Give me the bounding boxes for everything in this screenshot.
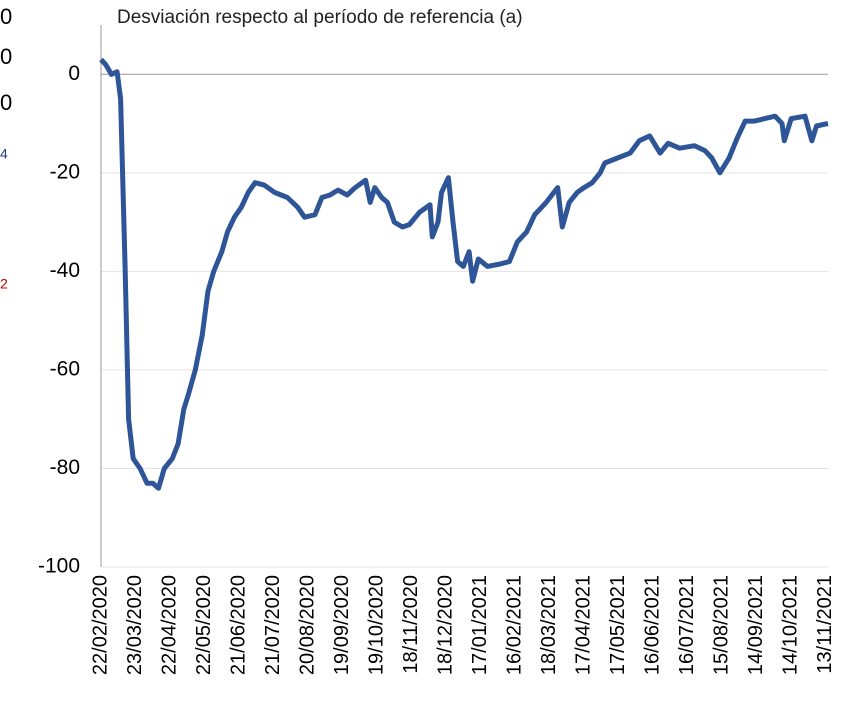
cut-off-text: 2	[0, 276, 8, 292]
y-tick-label: -40	[50, 259, 80, 282]
y-tick-label: -60	[50, 357, 80, 380]
x-tick-label: 16/06/2021	[641, 575, 663, 675]
x-tick-label: 22/05/2020	[193, 575, 215, 675]
x-tick-label: 20/08/2020	[296, 575, 318, 675]
x-tick-label: 18/11/2020	[400, 575, 422, 674]
x-tick-label: 13/11/2021	[814, 575, 836, 674]
chart-title: Desviación respecto al período de refere…	[117, 7, 523, 28]
cut-off-text: 0	[0, 90, 12, 115]
x-tick-label: 14/09/2021	[745, 575, 767, 675]
cut-off-text: 0	[0, 44, 12, 69]
x-tick-label: 18/03/2021	[538, 575, 560, 675]
x-tick-label: 19/10/2020	[365, 575, 387, 675]
x-tick-label: 18/12/2020	[434, 575, 456, 675]
y-tick-label: 0	[68, 62, 80, 85]
y-tick-label: -100	[38, 555, 80, 578]
x-tick-label: 16/07/2021	[676, 575, 698, 675]
x-tick-label: 19/09/2020	[331, 575, 353, 675]
cut-off-text: 0	[0, 4, 12, 29]
x-tick-label: 16/02/2021	[503, 575, 525, 675]
x-tick-label: 17/05/2021	[607, 575, 629, 675]
x-tick-label: 22/02/2020	[89, 575, 111, 675]
y-tick-label: -80	[50, 456, 80, 479]
cut-off-text: 4	[0, 146, 8, 162]
data-line	[99, 57, 829, 491]
x-tick-label: 17/01/2021	[469, 575, 491, 675]
x-tick-label: 17/04/2021	[572, 575, 594, 675]
x-tick-label: 22/04/2020	[158, 575, 180, 675]
x-tick-label: 23/03/2020	[124, 575, 146, 675]
y-tick-label: -20	[50, 160, 80, 183]
x-tick-label: 21/06/2020	[227, 575, 249, 675]
x-tick-label: 14/10/2021	[779, 575, 801, 675]
x-tick-label: 21/07/2020	[262, 575, 284, 675]
x-tick-label: 15/08/2021	[710, 575, 732, 675]
